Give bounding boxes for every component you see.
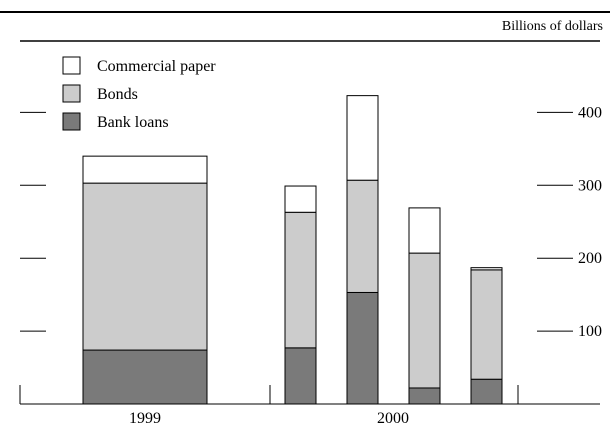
bar-3-commercial-paper [346, 95, 379, 181]
legend-label-bonds: Bonds [97, 86, 138, 103]
bars [82, 95, 503, 405]
legend-swatch-bank-loans [62, 112, 81, 131]
legend-swatch-commercial-paper [62, 56, 81, 75]
bar-3-bank-loans [346, 291, 379, 405]
legend-swatch-bonds [62, 84, 81, 103]
bar-4-bonds [408, 252, 441, 389]
y-tick-labels: 100 200 300 400 [578, 104, 602, 340]
y-tick-label-100: 100 [578, 323, 602, 340]
bar-2-commercial-paper [284, 185, 317, 213]
bar-1-commercial-paper [82, 155, 208, 184]
bar-2-bonds [284, 211, 317, 349]
bar-5-bank-loans [470, 378, 503, 405]
y-tick-label-300: 300 [578, 177, 602, 194]
legend-label-commercial-paper: Commercial paper [97, 58, 216, 75]
gridlines [20, 111, 573, 332]
y-tick-label-400: 400 [578, 104, 602, 121]
bar-4-bank-loans [408, 387, 441, 405]
x-group-label-1999: 1999 [129, 410, 161, 427]
unit-label: Billions of dollars [502, 19, 603, 34]
bar-5-commercial-paper [470, 267, 503, 271]
bar-5-bonds [470, 269, 503, 380]
bar-3-bonds [346, 179, 379, 293]
bar-1-bonds [82, 182, 208, 351]
legend: Commercial paper Bonds Bank loans [62, 56, 216, 131]
bar-1-bank-loans [82, 349, 208, 405]
y-tick-label-200: 200 [578, 250, 602, 267]
legend-label-bank-loans: Bank loans [97, 114, 169, 131]
x-group-label-2000: 2000 [377, 410, 409, 427]
bar-4-commercial-paper [408, 207, 441, 254]
bar-2-bank-loans [284, 347, 317, 405]
